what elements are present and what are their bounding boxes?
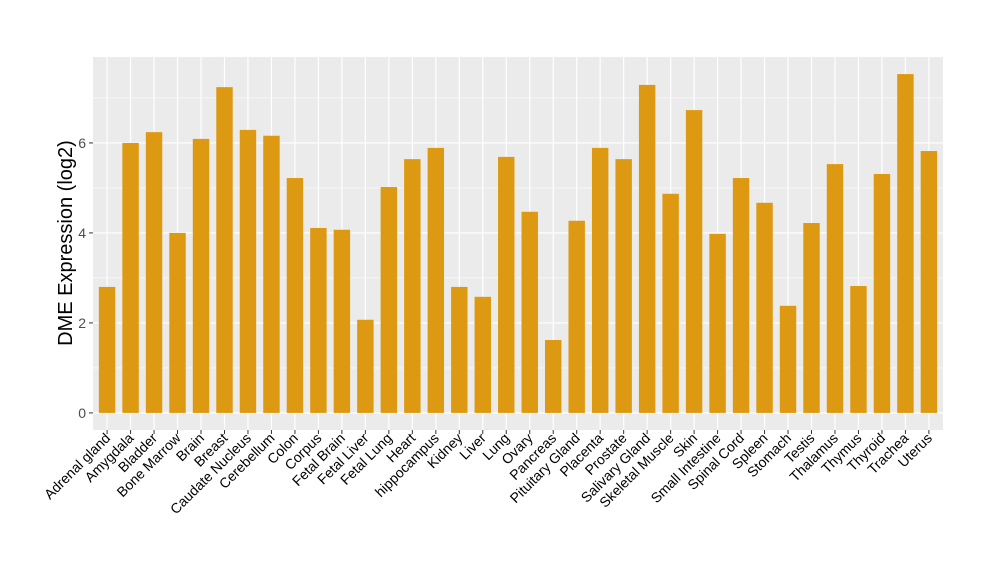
- bar: [451, 286, 468, 413]
- bar: [709, 233, 726, 413]
- bar: [732, 178, 750, 413]
- bar: [521, 211, 538, 413]
- bar: [826, 164, 844, 413]
- bar: [803, 223, 820, 413]
- bar: [850, 286, 867, 413]
- bar: [357, 319, 374, 413]
- bar: [615, 159, 632, 413]
- bar: [122, 142, 139, 413]
- bar: [404, 159, 421, 413]
- bar: [286, 178, 304, 413]
- bar: [756, 202, 773, 413]
- bar: [920, 151, 938, 413]
- bar: [662, 193, 679, 413]
- bar: [192, 138, 210, 413]
- bar: [498, 156, 515, 413]
- y-tick-label: 2: [78, 315, 86, 331]
- bar: [239, 129, 257, 413]
- bar: [427, 147, 445, 413]
- bar: [568, 220, 585, 413]
- bar: [145, 132, 163, 413]
- bar: [216, 87, 233, 413]
- bar: [169, 232, 186, 413]
- bar: [897, 74, 914, 413]
- bar: [591, 147, 609, 413]
- bar: [685, 110, 703, 413]
- y-tick-label: 6: [78, 135, 86, 151]
- bar: [98, 286, 116, 413]
- bar: [310, 227, 327, 413]
- bar: [873, 173, 891, 413]
- bar: [779, 305, 797, 413]
- bar: [545, 340, 562, 413]
- bar: [333, 229, 351, 413]
- y-tick-label: 4: [78, 225, 86, 241]
- bar: [474, 296, 491, 413]
- bar: [263, 135, 280, 413]
- bar: [638, 84, 656, 413]
- y-tick-label: 0: [78, 405, 86, 421]
- bar: [380, 187, 398, 413]
- y-axis-label: DME Expression (log2): [55, 140, 77, 346]
